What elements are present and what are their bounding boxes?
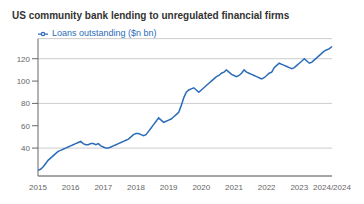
svg-text:60: 60 [21, 122, 30, 131]
svg-text:80: 80 [21, 99, 30, 108]
html-text:US community bank lending to u: US community bank lending to unregulated… [12, 10, 290, 21]
svg-text:100: 100 [17, 77, 31, 86]
svg-text:2016: 2016 [62, 183, 80, 192]
svg-text:2023: 2023 [290, 183, 308, 192]
svg-text:2018: 2018 [127, 183, 145, 192]
svg-text:2024/2024: 2024/2024 [313, 183, 351, 192]
svg-text:40: 40 [21, 144, 30, 153]
svg-text:2020: 2020 [192, 183, 210, 192]
svg-text:2019: 2019 [160, 183, 178, 192]
svg-text:2015: 2015 [29, 183, 47, 192]
svg-text:2017: 2017 [94, 183, 112, 192]
html-text:Loans outstanding ($n bn): Loans outstanding ($n bn) [52, 28, 157, 38]
svg-text:2021: 2021 [225, 183, 243, 192]
svg-text:120: 120 [17, 55, 31, 64]
svg-text:2022: 2022 [258, 183, 276, 192]
